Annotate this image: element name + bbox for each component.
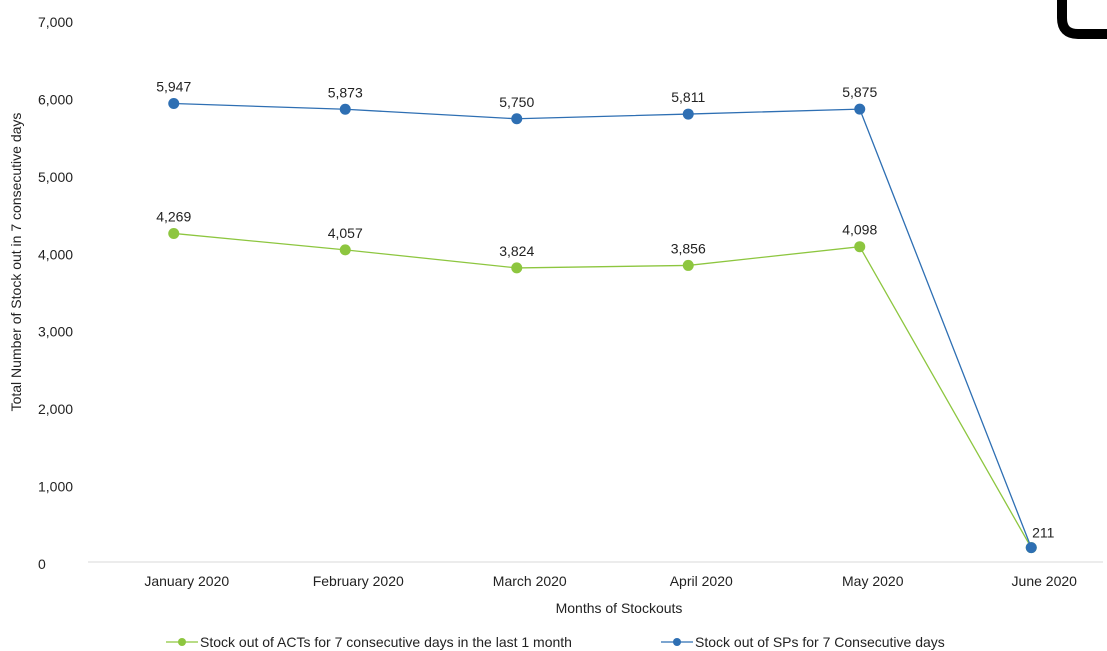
legend-label: Stock out of SPs for 7 Consecutive days xyxy=(695,634,945,650)
data-point xyxy=(511,113,523,125)
y-tick-label: 6,000 xyxy=(38,91,73,107)
corner-decoration xyxy=(1057,0,1107,39)
y-tick-label: 1,000 xyxy=(38,479,73,495)
legend-marker xyxy=(178,638,186,646)
x-tick-label: January 2020 xyxy=(144,573,229,589)
data-label: 3,856 xyxy=(671,240,706,256)
data-point xyxy=(1025,542,1037,554)
data-point xyxy=(511,262,523,274)
series-layer: 4,269 4,057 3,824 3,856 4,098 5,947 5,873 5,750… xyxy=(156,79,1055,554)
data-point xyxy=(854,241,866,253)
x-tick-label: June 2020 xyxy=(1012,573,1078,589)
legend-label: Stock out of ACTs for 7 consecutive days… xyxy=(200,634,572,650)
x-axis: January 2020 February 2020 March 2020 April… xyxy=(144,573,1077,589)
y-tick-label: 3,000 xyxy=(38,324,73,340)
legend: Stock out of ACTs for 7 consecutive days… xyxy=(166,634,945,650)
y-tick-label: 7,000 xyxy=(38,14,73,30)
data-label: 5,811 xyxy=(671,89,705,105)
data-label: 5,750 xyxy=(499,94,534,110)
data-point xyxy=(682,259,694,271)
x-tick-label: March 2020 xyxy=(493,573,567,589)
data-label: 5,873 xyxy=(328,84,363,100)
data-point xyxy=(168,98,180,110)
y-tick-label: 5,000 xyxy=(38,169,73,185)
data-label: 4,057 xyxy=(328,225,363,241)
series-line xyxy=(173,102,1032,548)
data-label: 5,947 xyxy=(156,79,191,95)
y-tick-label: 0 xyxy=(38,556,46,572)
series-line xyxy=(173,232,1032,548)
y-axis-label: Total Number of Stock out in 7 consecuti… xyxy=(8,113,24,412)
x-axis-label: Months of Stockouts xyxy=(556,600,683,616)
data-label: 4,098 xyxy=(842,222,877,238)
x-tick-label: May 2020 xyxy=(842,573,904,589)
x-tick-label: April 2020 xyxy=(670,573,733,589)
y-tick-label: 4,000 xyxy=(38,246,73,262)
data-label: 211 xyxy=(1032,525,1055,541)
data-label: 4,269 xyxy=(156,208,191,224)
y-tick-label: 2,000 xyxy=(38,401,73,417)
data-point xyxy=(339,244,351,256)
data-point xyxy=(339,103,351,115)
data-point xyxy=(682,108,694,120)
x-tick-label: February 2020 xyxy=(313,573,404,589)
data-point xyxy=(854,103,866,115)
y-axis: 0 1,000 2,000 3,000 4,000 5,000 6,000 7,000 xyxy=(38,14,73,572)
data-label: 5,875 xyxy=(842,84,877,100)
data-label: 3,824 xyxy=(499,243,534,259)
data-point xyxy=(168,227,180,239)
legend-marker xyxy=(673,638,681,646)
